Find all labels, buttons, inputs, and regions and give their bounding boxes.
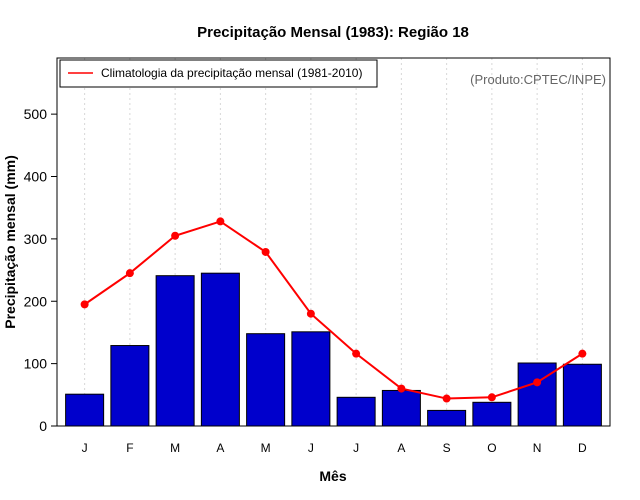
x-tick-label: F <box>126 441 133 455</box>
climatology-point <box>397 384 406 393</box>
bar <box>381 389 421 427</box>
bar <box>155 275 195 427</box>
legend-box <box>59 59 378 88</box>
x-tick-label: S <box>443 441 451 455</box>
y-tick-label: 300 <box>24 231 48 247</box>
y-tick-label: 400 <box>24 169 48 185</box>
bar <box>200 272 240 427</box>
y-tick-label: 500 <box>24 106 48 122</box>
x-axis-label: Mês <box>319 468 346 484</box>
bar <box>562 363 602 427</box>
y-tick-label: 100 <box>24 356 48 372</box>
legend: Climatologia da precipitação mensal (198… <box>59 59 378 88</box>
x-tick-label: O <box>487 441 496 455</box>
bar <box>472 401 512 427</box>
bar <box>65 393 105 427</box>
x-tick-label: A <box>397 441 405 455</box>
climatology-point <box>216 217 225 226</box>
bar <box>110 345 150 427</box>
bar <box>246 333 286 427</box>
climatology-point <box>578 349 587 358</box>
x-tick-label: M <box>170 441 180 455</box>
climatology-point <box>442 394 451 403</box>
bar <box>427 409 467 427</box>
y-axis: 0 100 200 300 400 500 <box>24 106 57 434</box>
climatology-line-series <box>80 217 587 403</box>
plot-frame <box>56 57 611 427</box>
x-tick-label: J <box>353 441 359 455</box>
bar <box>517 362 557 427</box>
x-tick-label: D <box>578 441 587 455</box>
climatology-point <box>352 349 361 358</box>
x-tick-label: M <box>261 441 271 455</box>
climatology-point <box>306 309 315 318</box>
x-tick-label: J <box>82 441 88 455</box>
legend-label: Climatologia da precipitação mensal (198… <box>101 66 362 80</box>
climatology-point <box>80 300 89 309</box>
y-tick-label: 0 <box>39 418 47 434</box>
bar <box>336 396 376 427</box>
climatology-point <box>171 231 180 240</box>
climatology-point <box>487 393 496 402</box>
x-tick-label: A <box>216 441 224 455</box>
climatology-point <box>125 269 134 278</box>
bar-series <box>65 272 602 427</box>
bar <box>291 331 331 427</box>
climatology-point <box>533 378 542 387</box>
chart-title: Precipitação Mensal (1983): Região 18 <box>197 24 469 41</box>
y-axis-label: Precipitação mensal (mm) <box>2 155 18 329</box>
x-tick-label: N <box>533 441 542 455</box>
credit-text: (Produto:CPTEC/INPE) <box>470 72 606 87</box>
climatology-line <box>84 220 583 400</box>
x-tick-label: J <box>308 441 314 455</box>
y-tick-label: 200 <box>24 293 48 309</box>
climatology-point <box>261 247 270 256</box>
